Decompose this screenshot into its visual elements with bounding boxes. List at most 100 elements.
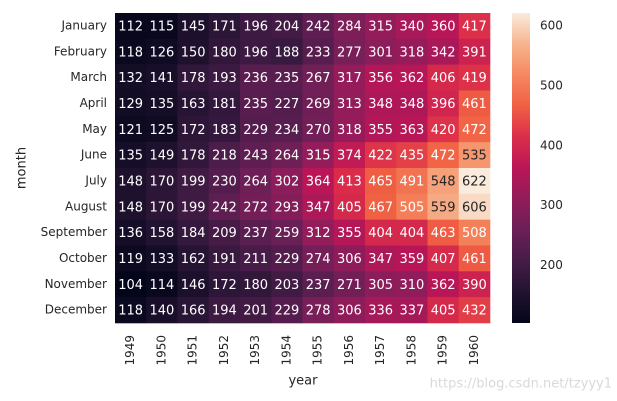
colorbar — [512, 13, 530, 323]
heatmap-cell — [427, 193, 460, 220]
cell-label: 204 — [274, 19, 299, 34]
heatmap-cell — [396, 116, 428, 143]
heatmap-cell — [271, 13, 303, 40]
x-tick-label: 1954 — [279, 335, 293, 366]
cell-label: 172 — [181, 123, 206, 138]
heatmap-cell — [240, 271, 272, 298]
x-tick-label: 1952 — [217, 335, 231, 366]
heatmap-cell — [302, 13, 335, 40]
heatmap-cell — [396, 168, 428, 195]
heatmap-cell — [115, 90, 147, 117]
heatmap-cell — [208, 193, 241, 220]
cell-label: 435 — [399, 149, 424, 164]
cell-label: 293 — [274, 200, 299, 215]
heatmap-cell — [177, 219, 210, 246]
heatmap-cell — [458, 297, 491, 324]
heatmap-cell — [458, 38, 491, 65]
cell-label: 362 — [399, 71, 424, 86]
cell-label: 548 — [431, 174, 456, 189]
x-tick-label: 1957 — [373, 335, 387, 366]
heatmap-cell — [365, 297, 397, 324]
heatmap-cell — [333, 90, 366, 117]
heatmap-cell — [208, 245, 241, 272]
colorbar-tick-label: 300 — [540, 198, 563, 212]
heatmap-cell — [146, 116, 178, 143]
heatmap-cell — [177, 142, 210, 169]
heatmap-cell — [427, 297, 460, 324]
cell-label: 237 — [243, 226, 268, 241]
heatmap-cell — [333, 219, 366, 246]
cell-label: 360 — [431, 19, 456, 34]
cell-label: 342 — [431, 45, 456, 60]
heatmap-cell — [240, 13, 272, 40]
heatmap-cell — [271, 142, 303, 169]
cell-label: 374 — [337, 149, 362, 164]
heatmap-cell — [365, 168, 397, 195]
heatmap-cell — [427, 116, 460, 143]
cell-label: 348 — [368, 97, 393, 112]
heatmap-cell — [208, 271, 241, 298]
heatmap-cell — [427, 245, 460, 272]
heatmap-cell — [458, 168, 491, 195]
heatmap-cell — [177, 38, 210, 65]
heatmap-cell — [427, 142, 460, 169]
cell-label: 362 — [431, 278, 456, 293]
heatmap-cell — [458, 90, 491, 117]
cell-label: 347 — [306, 200, 331, 215]
colorbar-tick-label: 500 — [540, 79, 563, 93]
x-tick-label: 1953 — [248, 335, 262, 366]
cell-label: 284 — [337, 19, 362, 34]
heatmap-cell — [396, 90, 428, 117]
cell-label: 209 — [212, 226, 237, 241]
cell-label: 181 — [212, 97, 237, 112]
cell-label: 606 — [462, 200, 487, 215]
heatmap-cell — [396, 142, 428, 169]
heatmap-cell — [146, 245, 178, 272]
heatmap-cell — [240, 193, 272, 220]
heatmap-cell — [458, 64, 491, 91]
heatmap-cell — [458, 245, 491, 272]
cell-label: 407 — [431, 252, 456, 267]
cell-label: 191 — [212, 252, 237, 267]
cell-label: 148 — [118, 200, 143, 215]
cell-label: 404 — [368, 226, 393, 241]
cell-label: 178 — [181, 71, 206, 86]
heatmap-cell — [365, 13, 397, 40]
cell-label: 112 — [118, 19, 143, 34]
heatmap-cell — [240, 245, 272, 272]
cell-label: 243 — [243, 149, 268, 164]
heatmap-cell — [115, 245, 147, 272]
cell-label: 227 — [274, 97, 299, 112]
cell-label: 193 — [212, 71, 237, 86]
cell-label: 118 — [118, 45, 143, 60]
heatmap-cell — [208, 116, 241, 143]
heatmap-cell — [427, 271, 460, 298]
heatmap-cell — [146, 64, 178, 91]
cell-label: 355 — [337, 226, 362, 241]
heatmap-cell — [365, 245, 397, 272]
heatmap-cell — [208, 168, 241, 195]
cell-label: 242 — [212, 200, 237, 215]
cell-label: 404 — [399, 226, 424, 241]
cell-label: 237 — [306, 278, 331, 293]
cell-label: 347 — [368, 252, 393, 267]
cell-label: 356 — [368, 71, 393, 86]
heatmap-cell — [302, 64, 335, 91]
cell-label: 149 — [149, 149, 174, 164]
cell-label: 413 — [337, 174, 362, 189]
y-tick-label: April — [80, 96, 107, 110]
cell-label: 505 — [399, 200, 424, 215]
cell-label: 133 — [149, 252, 174, 267]
heatmap-cell — [302, 297, 335, 324]
x-tick-label: 1958 — [404, 335, 418, 366]
cell-label: 183 — [212, 123, 237, 138]
cell-label: 229 — [243, 123, 268, 138]
heatmap-cell — [177, 64, 210, 91]
heatmap-cell — [302, 90, 335, 117]
heatmap-cell — [177, 13, 210, 40]
heatmap-cell — [271, 116, 303, 143]
heatmap-cell — [365, 90, 397, 117]
heatmap-cell — [208, 297, 241, 324]
cell-label: 432 — [462, 304, 487, 319]
heatmap-cell — [115, 193, 147, 220]
